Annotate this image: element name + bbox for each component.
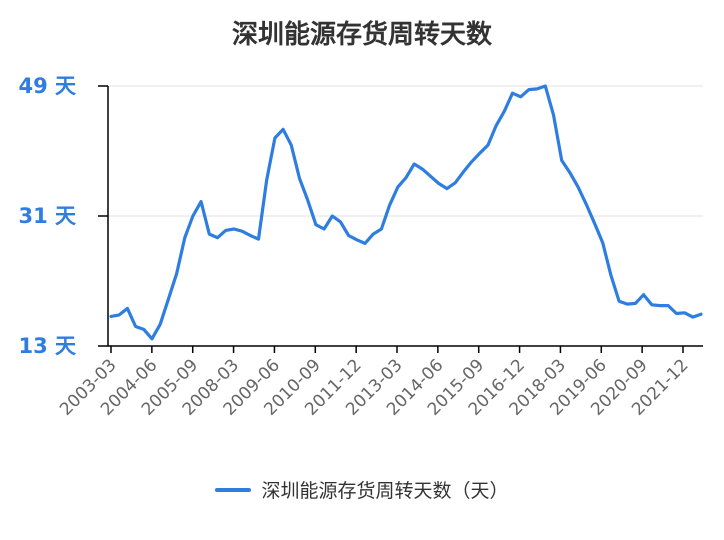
chart-title: 深圳能源存货周转天数 [231, 20, 492, 50]
legend: 深圳能源存货周转天数（天） [0, 476, 724, 503]
legend-swatch [215, 487, 252, 492]
legend-label: 深圳能源存货周转天数（天） [261, 480, 509, 502]
series-line [109, 84, 703, 341]
y-tick-label: 31 天 [18, 204, 77, 228]
y-tick-label: 49 天 [18, 74, 77, 98]
y-tick-label: 13 天 [18, 334, 77, 358]
